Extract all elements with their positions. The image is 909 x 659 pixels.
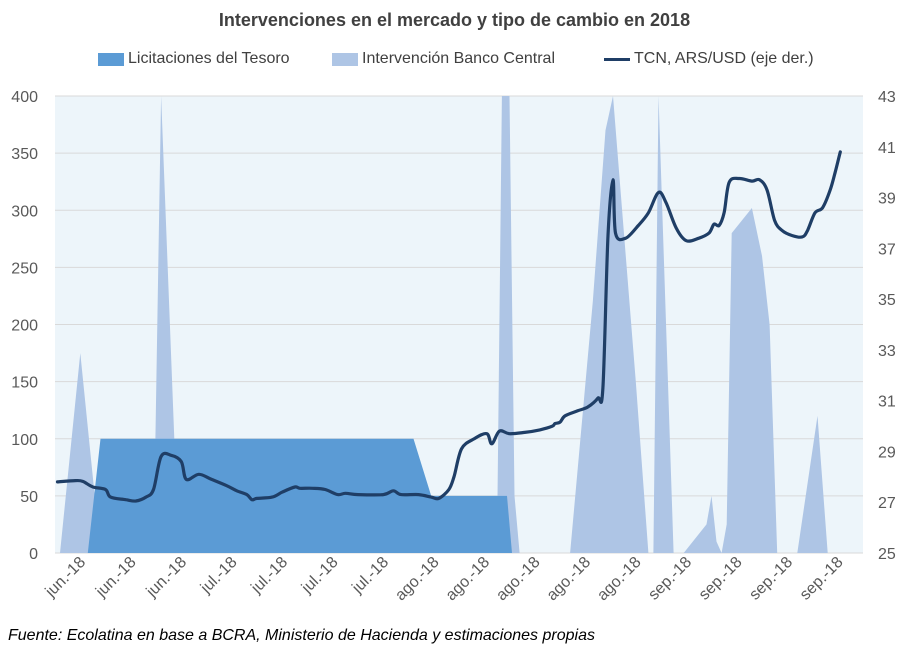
x-tick-label: jun.-18 (143, 554, 190, 601)
y-left-tick-label: 150 (11, 375, 38, 392)
x-tick-label: ago.-18 (493, 554, 543, 604)
legend-label-intervencion: Intervención Banco Central (362, 50, 555, 67)
y-left-tick-label: 200 (11, 318, 38, 335)
y-right-tick-label: 41 (878, 140, 896, 157)
legend-swatch-licitaciones (98, 52, 124, 66)
x-tick-label: jul.-18 (248, 554, 292, 598)
x-tick-label: jul.-18 (349, 554, 393, 598)
legend-item-tcn: TCN, ARS/USD (eje der.) (604, 50, 814, 68)
series-area-1 (60, 96, 828, 553)
y-right-tick-label: 33 (878, 343, 896, 360)
x-tick-label: jul.-18 (197, 554, 241, 598)
y-left-tick-label: 300 (11, 203, 38, 220)
legend-label-tcn: TCN, ARS/USD (eje der.) (634, 50, 814, 67)
legend-swatch-tcn (604, 57, 630, 61)
x-tick-label: ago.-18 (443, 554, 493, 604)
chart-plot: 0 50 100 150 200 250 300 350 400 25 27 29 31 33 35 37 39… (11, 89, 896, 604)
y-right-tick-label: 39 (878, 191, 896, 208)
chart-title: Intervenciones en el mercado y tipo de c… (218, 10, 691, 30)
y-left-tick-label: 250 (11, 260, 38, 277)
x-tick-label: ago.-18 (594, 554, 644, 604)
legend-swatch-intervencion (332, 52, 358, 66)
series-area-0 (87, 438, 513, 553)
y-right-tick-label: 27 (878, 495, 896, 512)
source-note: Fuente: Ecolatina en base a BCRA, Minist… (8, 627, 595, 644)
legend-item-intervencion: Intervención Banco Central (332, 50, 555, 68)
series-line-tcn (55, 150, 842, 503)
y-left-tick-label: 50 (20, 489, 38, 506)
x-tick-label: jul.-18 (298, 554, 342, 598)
y-left-tick-label: 400 (11, 89, 38, 106)
y-right-tick-label: 43 (878, 89, 896, 106)
x-tick-label: jun.-18 (92, 554, 139, 601)
legend: Licitaciones del Tesoro Intervención Ban… (0, 50, 909, 74)
x-tick-label: ago.-18 (544, 554, 594, 604)
legend-label-licitaciones: Licitaciones del Tesoro (128, 50, 290, 67)
x-tick-label: sep.-18 (696, 554, 746, 604)
x-tick-label: ago.-18 (392, 554, 442, 604)
y-right-tick-label: 35 (878, 292, 896, 309)
y-left-tick-label: 0 (29, 546, 38, 563)
y-right-tick-label: 25 (878, 546, 896, 563)
legend-item-licitaciones: Licitaciones del Tesoro (98, 50, 290, 68)
y-left-tick-label: 100 (11, 432, 38, 449)
x-tick-label: sep.-18 (797, 554, 847, 604)
x-tick-label: sep.-18 (746, 554, 796, 604)
y-right-tick-label: 31 (878, 394, 896, 411)
y-right-tick-label: 29 (878, 444, 896, 461)
y-right-tick-label: 37 (878, 241, 896, 258)
y-left-tick-label: 350 (11, 146, 38, 163)
x-tick-label: sep.-18 (645, 554, 695, 604)
x-tick-label: jun.-18 (42, 554, 89, 601)
